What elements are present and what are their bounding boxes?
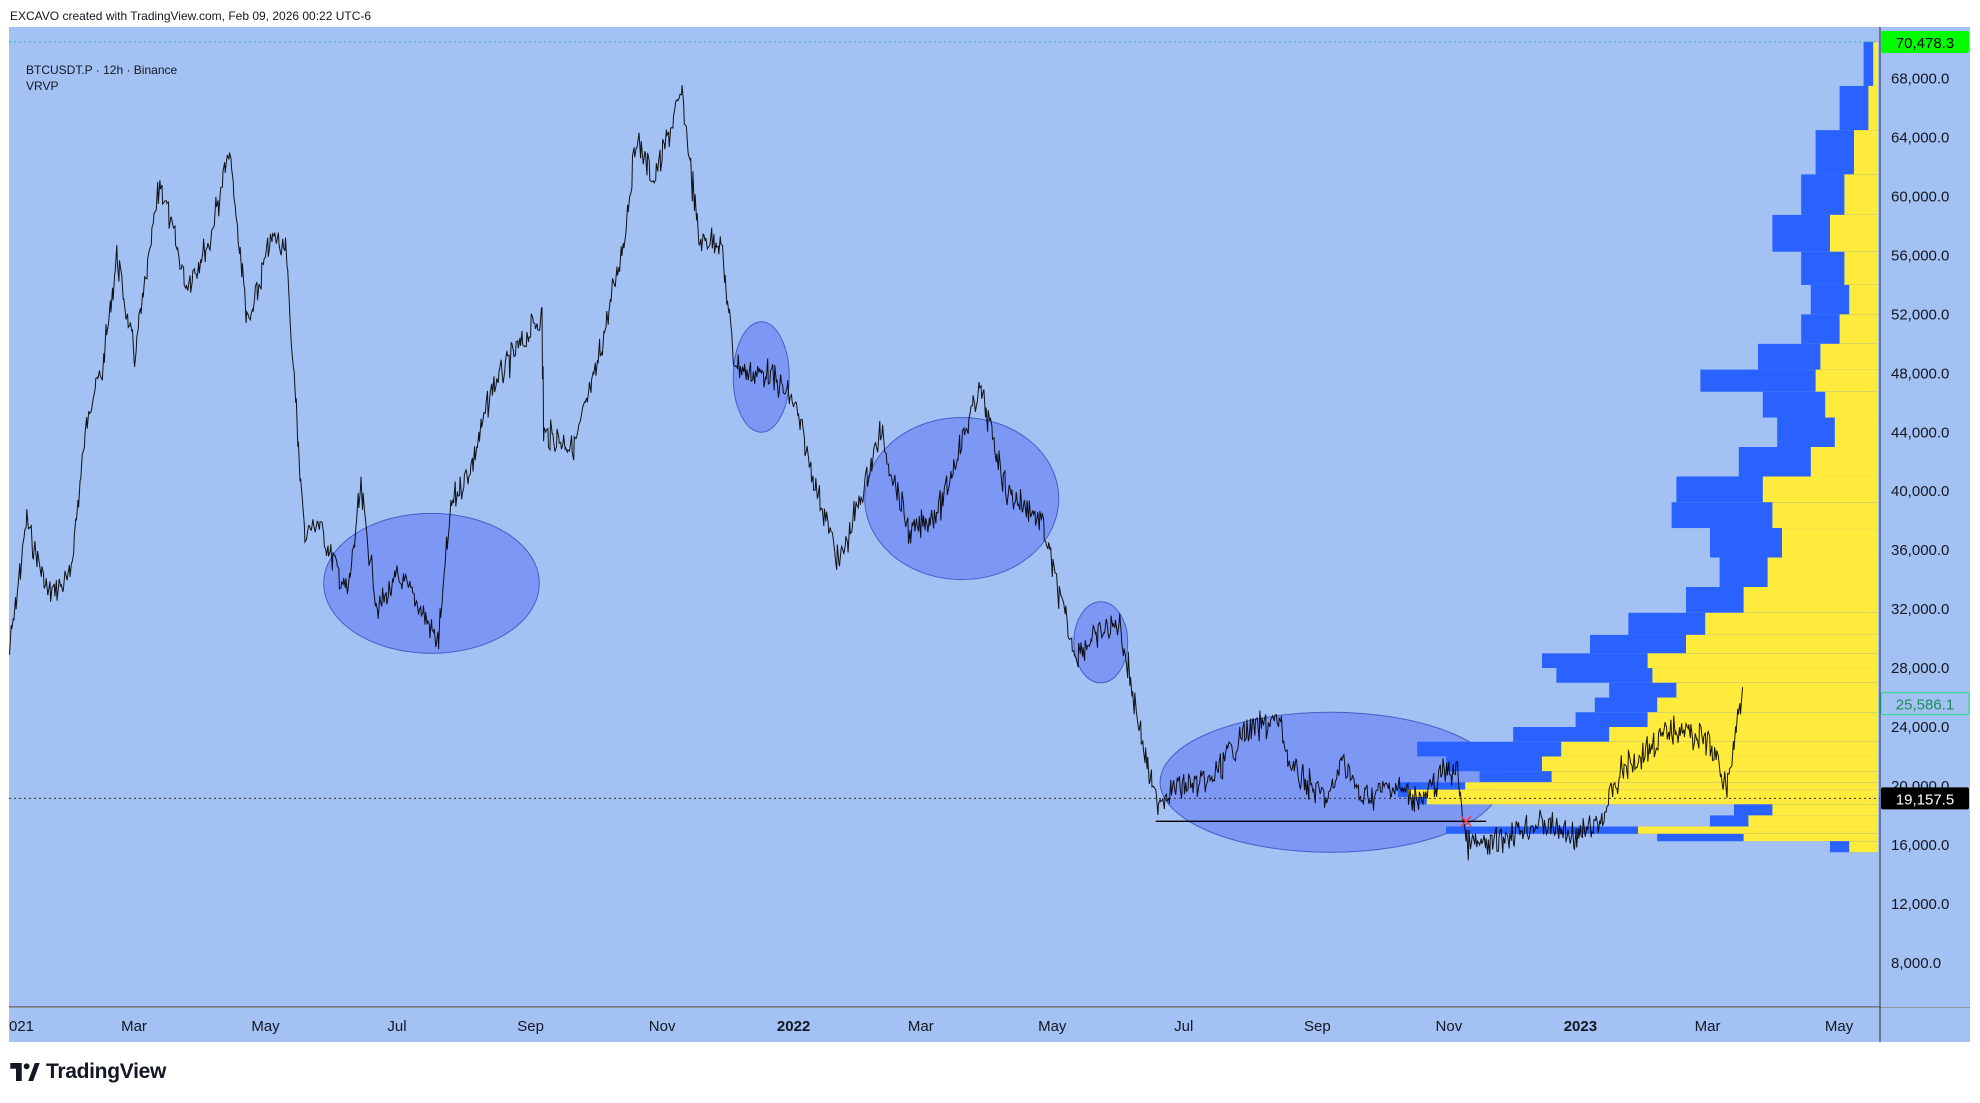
profile-row-value-area-22 [1676, 682, 1878, 698]
price-path [9, 85, 1744, 861]
x-tick-label: Nov [649, 1018, 676, 1035]
price-badges: 70,478.3 25,586.1 19,157.5 [1880, 31, 1970, 810]
profile-row-value-area-33 [1748, 815, 1878, 827]
x-tick-label: Jul [387, 1018, 406, 1035]
x-tick-label: May [251, 1018, 280, 1035]
profile-row-value-area-32 [1772, 804, 1878, 816]
profile-row-value-area-21 [1652, 668, 1878, 683]
profile-row-value-area-0 [1873, 41, 1878, 86]
x-tick-label: Sep [1304, 1018, 1331, 1035]
price-badge-top: 70,478.3 [1896, 35, 1954, 52]
highlight-ellipse-2 [864, 417, 1060, 581]
profile-row-value-area-29 [1465, 782, 1878, 790]
x-tick-label: Nov [1436, 1018, 1463, 1035]
profile-row-value-area-15 [1782, 528, 1878, 558]
support-line [1155, 815, 1487, 827]
profile-row-value-area-36 [1849, 841, 1878, 853]
chart-credit: EXCAVO created with TradingView.com, Feb… [10, 9, 372, 23]
price-badge-middle-box [1880, 692, 1970, 716]
profile-row-value-area-1 [1868, 85, 1878, 131]
y-tick-label: 16,000.0 [1891, 837, 1949, 854]
y-axis-band [1880, 27, 1970, 1007]
x-tick-label: Mar [908, 1018, 934, 1035]
profile-row-value-area-28 [1551, 771, 1878, 783]
highlight-ellipse-1 [732, 321, 790, 433]
x-tick-label: May [1825, 1018, 1854, 1035]
y-tick-label: 28,000.0 [1891, 660, 1949, 677]
profile-row-value-area-14 [1772, 502, 1878, 529]
x-tick-label: May [1038, 1018, 1067, 1035]
x-tick-label: Jul [1174, 1018, 1193, 1035]
x-tick-label: Mar [121, 1018, 147, 1035]
profile-row-value-area-7 [1839, 314, 1878, 344]
chart[interactable]: 021 Mar May Jul Sep Nov 2022 Mar May Jul Sep Nov 202… [9, 27, 1970, 1042]
x-tick-label: 021 [9, 1018, 34, 1035]
profile-row-value-area-31 [1426, 797, 1878, 805]
y-tick-label: 60,000.0 [1891, 188, 1949, 205]
profile-row-value-area-4 [1830, 214, 1878, 252]
highlight-ellipse-0 [323, 512, 540, 654]
y-tick-label: 8,000.0 [1891, 955, 1941, 972]
symbol-legend[interactable]: BTCUSDT.P · 12h · Binance [26, 63, 178, 77]
y-tick-label: 40,000.0 [1891, 483, 1949, 500]
tradingview-wordmark: TradingView [46, 1060, 167, 1083]
profile-row-value-area-10 [1825, 391, 1878, 418]
y-tick-label: 64,000.0 [1891, 130, 1949, 147]
chart-frame[interactable]: 021 Mar May Jul Sep Nov 2022 Mar May Jul Sep Nov 202… [9, 27, 1970, 1042]
x-tick-label: Sep [517, 1018, 544, 1035]
profile-row-value-area-3 [1844, 174, 1878, 215]
y-tick-label: 52,000.0 [1891, 306, 1949, 323]
profile-row-value-area-2 [1854, 130, 1878, 175]
y-tick-label: 36,000.0 [1891, 542, 1949, 559]
profile-row-value-area-5 [1844, 251, 1878, 285]
profile-row-value-area-24 [1647, 712, 1878, 727]
profile-row-value-area-19 [1686, 634, 1878, 654]
price-badge-middle: 25,586.1 [1896, 697, 1954, 714]
indicator-legend[interactable]: VRVP [26, 79, 59, 93]
x-tick-label: 2022 [777, 1018, 810, 1035]
x-tick-label: 2023 [1564, 1018, 1597, 1035]
x-axis-band [9, 1008, 1970, 1042]
profile-row-value-area-26 [1561, 741, 1878, 757]
price-lines [9, 41, 1880, 799]
profile-row-value-area-12 [1810, 447, 1878, 477]
profile-row-value-area-25 [1609, 727, 1878, 742]
profile-row-value-area-35 [1743, 833, 1878, 842]
profile-row-value-area-8 [1820, 343, 1878, 370]
y-tick-label: 32,000.0 [1891, 601, 1949, 618]
x-tick-label: Mar [1695, 1018, 1721, 1035]
profile-row-value-area-6 [1849, 284, 1878, 315]
tradingview-logo-icon [10, 1063, 40, 1081]
price-series [9, 85, 1744, 861]
price-badge-top-box [1881, 31, 1969, 54]
tradingview-logo: TradingView [10, 1060, 166, 1084]
profile-row-value-area-18 [1705, 612, 1878, 635]
y-tick-label: 56,000.0 [1891, 247, 1949, 264]
profile-row-value-area-9 [1815, 369, 1878, 392]
profile-row-value-area-20 [1647, 653, 1878, 669]
profile-row-value-area-27 [1542, 756, 1878, 772]
price-badge-bottom-box [1881, 787, 1969, 810]
profile-row-value-area-17 [1743, 587, 1878, 613]
profile-row-value-area-11 [1834, 417, 1878, 447]
y-tick-label: 24,000.0 [1891, 719, 1949, 736]
y-axis: 68,000.0 64,000.0 60,000.0 56,000.0 52,000.0… [1879, 27, 1970, 1042]
profile-row-value-area-30 [1407, 789, 1878, 797]
profile-row-value-area-16 [1767, 557, 1878, 587]
profile-row-value-area-13 [1762, 476, 1878, 503]
y-tick-label: 12,000.0 [1891, 896, 1949, 913]
profile-row-value-area-23 [1657, 697, 1878, 713]
y-tick-label: 68,000.0 [1891, 71, 1949, 88]
price-badge-bottom: 19,157.5 [1896, 791, 1954, 808]
x-axis: 021 Mar May Jul Sep Nov 2022 Mar May Jul Sep Nov 202… [9, 1006, 1970, 1042]
highlight-ellipses [323, 321, 1502, 853]
breakdown-marker [1460, 815, 1472, 827]
y-tick-label: 48,000.0 [1891, 365, 1949, 382]
highlight-ellipse-3 [1073, 601, 1129, 684]
profile-row-value-area-34 [1638, 826, 1878, 834]
y-tick-label: 44,000.0 [1891, 424, 1949, 441]
